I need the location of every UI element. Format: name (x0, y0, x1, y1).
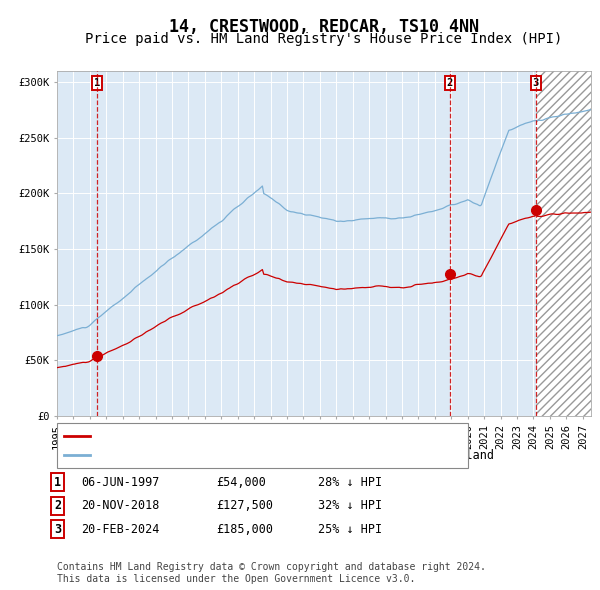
Bar (536, 71, 591, 416)
Text: 28% ↓ HPI: 28% ↓ HPI (318, 476, 382, 489)
Text: HPI: Average price, detached house, Redcar and Cleveland: HPI: Average price, detached house, Redc… (95, 449, 494, 462)
Text: £127,500: £127,500 (216, 499, 273, 512)
Text: £185,000: £185,000 (216, 523, 273, 536)
Text: 32% ↓ HPI: 32% ↓ HPI (318, 499, 382, 512)
Text: 20-FEB-2024: 20-FEB-2024 (81, 523, 160, 536)
Text: £54,000: £54,000 (216, 476, 266, 489)
Text: 2: 2 (446, 78, 453, 88)
Text: 2: 2 (54, 499, 61, 512)
Text: 06-JUN-1997: 06-JUN-1997 (81, 476, 160, 489)
Text: 14, CRESTWOOD, REDCAR, TS10 4NN (detached house): 14, CRESTWOOD, REDCAR, TS10 4NN (detache… (95, 429, 437, 442)
Text: 25% ↓ HPI: 25% ↓ HPI (318, 523, 382, 536)
Text: 14, CRESTWOOD, REDCAR, TS10 4NN: 14, CRESTWOOD, REDCAR, TS10 4NN (169, 18, 479, 36)
Text: 3: 3 (54, 523, 61, 536)
Text: Contains HM Land Registry data © Crown copyright and database right 2024.
This d: Contains HM Land Registry data © Crown c… (57, 562, 486, 584)
Text: 1: 1 (54, 476, 61, 489)
Text: 20-NOV-2018: 20-NOV-2018 (81, 499, 160, 512)
Text: Price paid vs. HM Land Registry's House Price Index (HPI): Price paid vs. HM Land Registry's House … (85, 32, 563, 47)
Text: 1: 1 (94, 78, 100, 88)
Text: 3: 3 (533, 78, 539, 88)
